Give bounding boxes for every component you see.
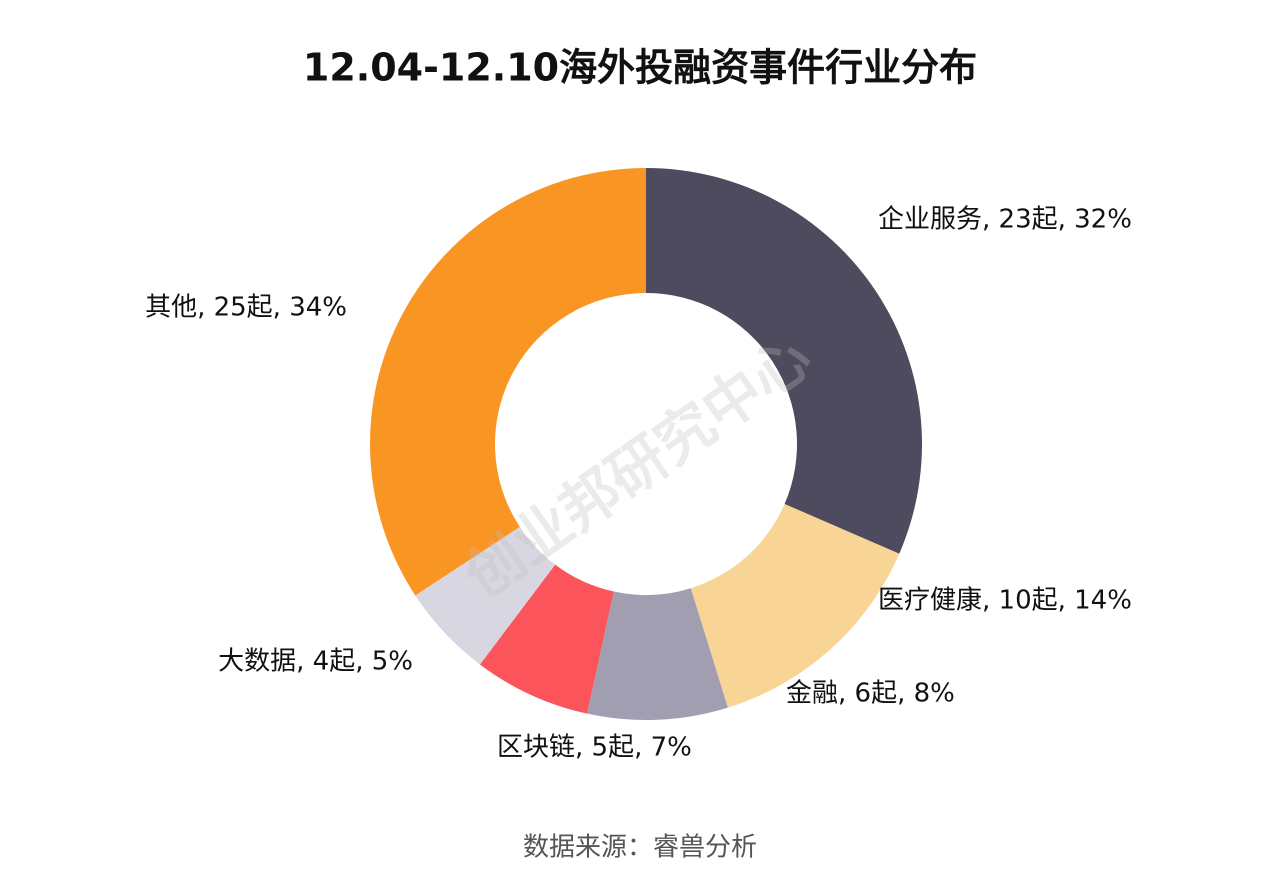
- source-note: 数据来源：睿兽分析: [523, 833, 757, 863]
- chart-title: 12.04-12.10海外投融资事件行业分布: [303, 46, 977, 90]
- data-label: 企业服务, 23起, 32%: [878, 205, 1132, 235]
- donut-slice: [415, 526, 556, 665]
- data-label: 大数据, 4起, 5%: [218, 647, 413, 677]
- donut-slice: [690, 504, 900, 708]
- data-label: 金融, 6起, 8%: [786, 679, 955, 709]
- donut: [370, 168, 922, 720]
- data-label: 其他, 25起, 34%: [145, 293, 347, 323]
- data-label: 区块链, 5起, 7%: [497, 733, 692, 763]
- donut-slice: [479, 564, 614, 714]
- donut-slice: [370, 168, 646, 596]
- donut-slice: [646, 168, 922, 554]
- donut-slice: [587, 588, 728, 720]
- data-label: 医疗健康, 10起, 14%: [878, 586, 1132, 616]
